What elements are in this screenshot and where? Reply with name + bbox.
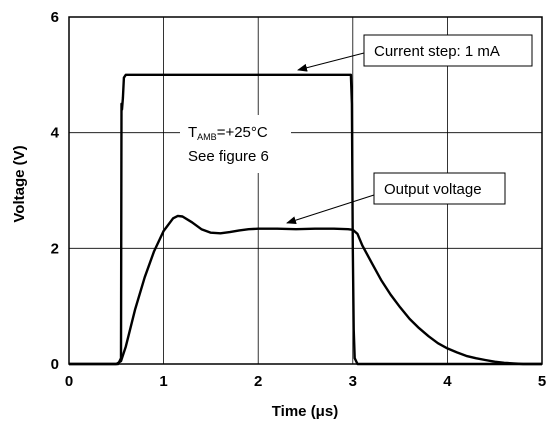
output-voltage-callout-text: Output voltage <box>384 181 482 198</box>
current-step-callout-box <box>363 34 533 67</box>
x-tick-label: 1 <box>159 373 167 390</box>
x-tick-label: 4 <box>443 373 452 390</box>
conditions-temp-text: TAMB=+25°C <box>188 124 268 142</box>
y-tick-label: 4 <box>51 125 60 142</box>
current-step-callout-text: Current step: 1 mA <box>374 43 500 60</box>
x-tick-label: 3 <box>349 373 357 390</box>
x-tick-label: 0 <box>65 373 73 390</box>
series-line-2 <box>69 214 542 366</box>
output-voltage-callout-box <box>373 172 506 205</box>
output-voltage-arrow <box>286 194 375 225</box>
x-tick-labels: 0 1 2 3 4 5 <box>65 373 546 390</box>
x-tick-label: 5 <box>538 373 546 390</box>
x-axis-title: Time (μs) <box>272 403 338 420</box>
current-step-arrow <box>297 52 365 72</box>
y-tick-label: 6 <box>51 9 59 26</box>
plot-frame <box>68 16 543 365</box>
y-tick-label: 2 <box>51 240 59 257</box>
y-tick-label: 0 <box>51 356 59 373</box>
x-tick-label: 2 <box>254 373 262 390</box>
series-line-1 <box>69 73 542 366</box>
conditions-callout-box <box>180 115 291 173</box>
series-lines <box>69 73 542 366</box>
y-axis-title: Voltage (V) <box>11 145 28 222</box>
conditions-figure-text: See figure 6 <box>188 148 269 165</box>
y-tick-labels: 0 2 4 6 <box>51 9 60 373</box>
